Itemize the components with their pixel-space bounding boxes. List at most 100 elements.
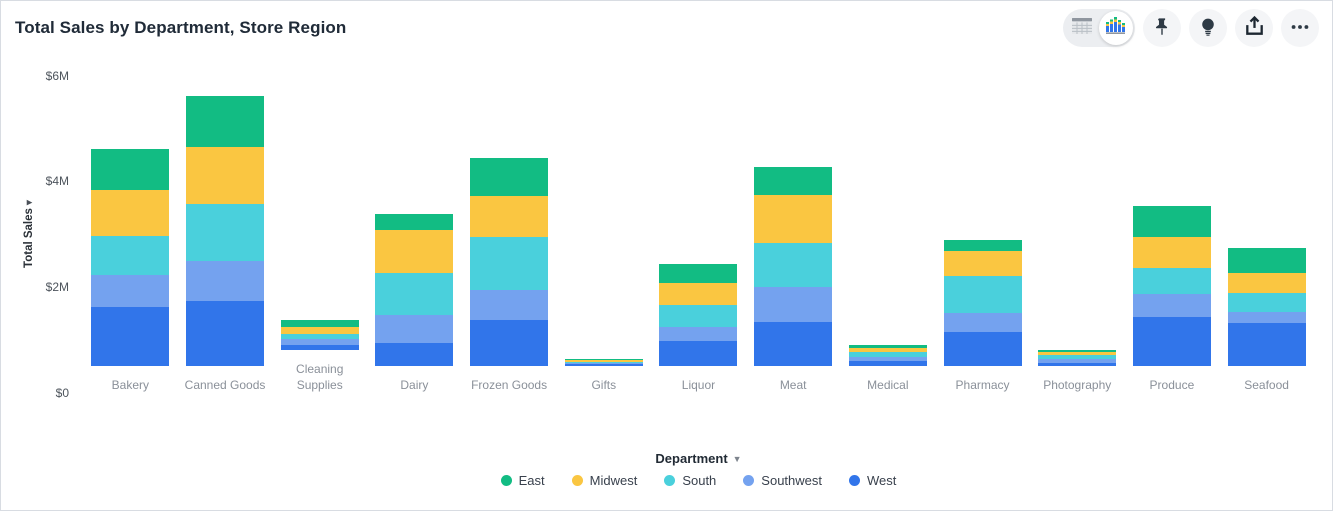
bar-segment-southwest[interactable] (91, 275, 170, 308)
bar-segment-east[interactable] (186, 96, 265, 147)
bar-segment-midwest[interactable] (186, 146, 265, 204)
bar-photography[interactable] (1038, 350, 1117, 366)
bar-column: Meat (746, 76, 841, 393)
bar-segment-midwest[interactable] (659, 282, 738, 305)
bar-segment-south[interactable] (91, 236, 170, 276)
bar-segment-west[interactable] (564, 364, 643, 366)
chart-view-button[interactable] (1099, 11, 1133, 45)
bar-segment-east[interactable] (848, 344, 927, 348)
bar-cleaning-supplies[interactable] (280, 319, 359, 350)
bar-segment-west[interactable] (280, 344, 359, 350)
lightbulb-button[interactable] (1189, 9, 1227, 47)
bar-medical[interactable] (848, 344, 927, 366)
x-tick-label: Medical (867, 378, 909, 392)
bar-segment-east[interactable] (1227, 248, 1306, 274)
bar-segment-west[interactable] (470, 319, 549, 366)
bar-segment-southwest[interactable] (1132, 294, 1211, 318)
bar-segment-east[interactable] (943, 239, 1022, 252)
bar-frozen-goods[interactable] (470, 158, 549, 366)
legend-item-east[interactable]: East (500, 473, 545, 488)
bar-segment-southwest[interactable] (280, 339, 359, 345)
legend-label: West (867, 473, 897, 488)
bar-bakery[interactable] (91, 149, 170, 366)
bar-segment-midwest[interactable] (375, 229, 454, 273)
legend-item-midwest[interactable]: Midwest (571, 473, 637, 488)
bar-meat[interactable] (754, 166, 833, 366)
page-title: Total Sales by Department, Store Region (15, 18, 347, 37)
table-icon (1072, 17, 1092, 39)
share-button[interactable] (1235, 9, 1273, 47)
bar-segment-south[interactable] (1227, 293, 1306, 312)
bar-segment-south[interactable] (754, 243, 833, 288)
bar-segment-southwest[interactable] (1227, 311, 1306, 324)
bar-segment-midwest[interactable] (943, 251, 1022, 277)
bar-segment-south[interactable] (659, 304, 738, 327)
bar-segment-midwest[interactable] (1227, 273, 1306, 294)
bar-segment-east[interactable] (564, 358, 643, 361)
bar-segment-midwest[interactable] (470, 196, 549, 237)
bar-segment-southwest[interactable] (1038, 358, 1117, 363)
x-tick-label: Pharmacy (955, 378, 1010, 392)
bar-segment-west[interactable] (375, 343, 454, 366)
bar-segment-west[interactable] (1132, 317, 1211, 366)
bar-segment-south[interactable] (1038, 354, 1117, 359)
bar-segment-west[interactable] (848, 361, 927, 366)
bar-pharmacy[interactable] (943, 239, 1022, 366)
bar-segment-west[interactable] (659, 340, 738, 366)
legend-item-west[interactable]: West (849, 473, 896, 488)
legend-item-south[interactable]: South (664, 473, 716, 488)
bar-segment-southwest[interactable] (943, 313, 1022, 333)
bar-segment-east[interactable] (1132, 205, 1211, 237)
bar-segment-west[interactable] (1227, 323, 1306, 366)
bar-produce[interactable] (1132, 205, 1211, 366)
bar-segment-south[interactable] (186, 203, 265, 262)
bar-segment-west[interactable] (91, 307, 170, 366)
bar-segment-southwest[interactable] (848, 357, 927, 362)
bar-segment-west[interactable] (186, 301, 265, 366)
bar-segment-southwest[interactable] (754, 287, 833, 323)
bar-segment-southwest[interactable] (470, 289, 549, 320)
bar-dairy[interactable] (375, 214, 454, 366)
bar-segment-east[interactable] (91, 149, 170, 191)
bar-segment-east[interactable] (659, 264, 738, 283)
bar-gifts[interactable] (564, 358, 643, 366)
x-axis-title[interactable]: Department ▼ (83, 451, 1314, 466)
bar-segment-midwest[interactable] (754, 194, 833, 244)
bar-segment-southwest[interactable] (186, 261, 265, 302)
bar-segment-south[interactable] (470, 236, 549, 290)
bar-column: Dairy (367, 76, 462, 393)
x-tick-label: Frozen Goods (471, 378, 548, 392)
bar-segment-west[interactable] (943, 332, 1022, 366)
bar-segment-midwest[interactable] (848, 347, 927, 352)
y-tick-label: $2M (45, 279, 69, 294)
bar-segment-south[interactable] (564, 361, 643, 364)
bar-segment-southwest[interactable] (375, 314, 454, 344)
bar-segment-east[interactable] (1038, 350, 1117, 352)
bar-segment-west[interactable] (1038, 362, 1117, 366)
bar-segment-south[interactable] (375, 272, 454, 315)
bar-segment-east[interactable] (280, 319, 359, 327)
bar-segment-midwest[interactable] (1132, 236, 1211, 269)
bar-canned-goods[interactable] (186, 96, 265, 366)
bar-segment-midwest[interactable] (564, 360, 643, 362)
more-options-button[interactable] (1281, 9, 1319, 47)
bar-segment-east[interactable] (754, 166, 833, 195)
bar-segment-southwest[interactable] (564, 363, 643, 365)
bar-liquor[interactable] (659, 264, 738, 366)
bar-segment-southwest[interactable] (659, 326, 738, 341)
bar-segment-east[interactable] (470, 158, 549, 197)
legend-item-southwest[interactable]: Southwest (743, 473, 822, 488)
bar-segment-midwest[interactable] (1038, 351, 1117, 355)
bar-segment-west[interactable] (754, 322, 833, 366)
bar-segment-south[interactable] (943, 276, 1022, 314)
bar-segment-east[interactable] (375, 214, 454, 230)
bar-segment-south[interactable] (280, 334, 359, 340)
bar-seafood[interactable] (1227, 248, 1306, 366)
bar-segment-south[interactable] (1132, 268, 1211, 295)
table-view-button[interactable] (1065, 11, 1099, 45)
pin-button[interactable] (1143, 9, 1181, 47)
bar-segment-midwest[interactable] (91, 190, 170, 237)
bar-segment-south[interactable] (848, 351, 927, 358)
bar-segment-midwest[interactable] (280, 326, 359, 335)
